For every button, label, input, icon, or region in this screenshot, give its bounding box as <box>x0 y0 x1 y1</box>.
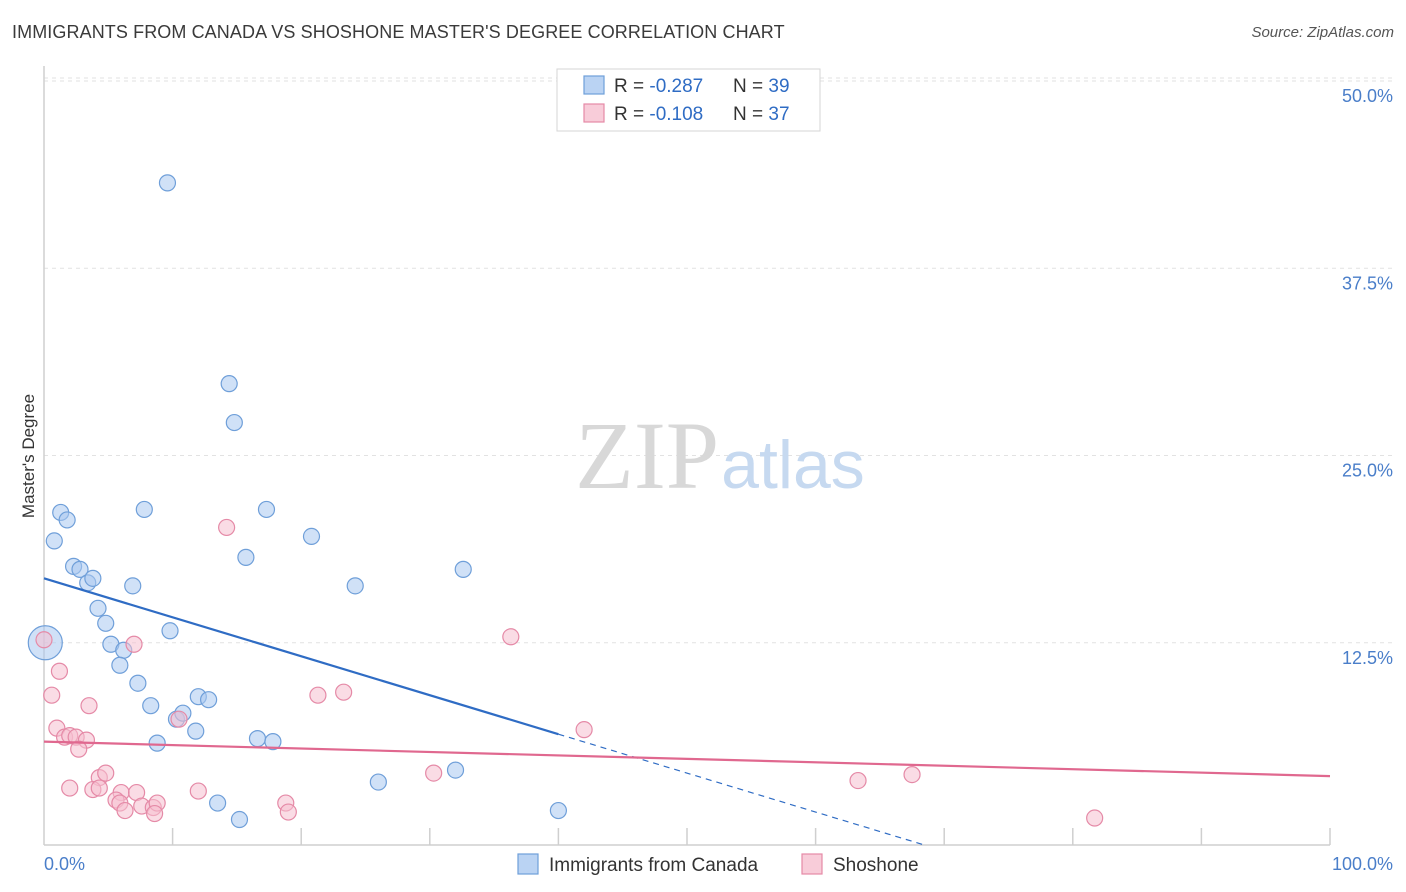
data-point <box>84 569 102 587</box>
data-point <box>230 810 249 829</box>
data-point <box>161 622 179 640</box>
data-point <box>148 734 166 752</box>
bottom-legend-label: Immigrants from Canada <box>549 855 759 876</box>
data-point <box>849 771 867 790</box>
data-point <box>1086 809 1104 827</box>
data-point <box>189 782 207 800</box>
data-point <box>257 500 276 519</box>
watermark-atlas: atlas <box>721 427 865 503</box>
legend-n: N = 37 <box>733 104 790 125</box>
y-tick-label: 50.0% <box>1342 86 1393 106</box>
data-point <box>309 686 327 704</box>
data-point <box>80 697 98 715</box>
chart-source: Source: ZipAtlas.com <box>1251 24 1394 41</box>
trend-line <box>43 740 1331 778</box>
data-point <box>170 710 188 728</box>
legend-swatch <box>583 75 605 95</box>
x-tick-label: 0.0% <box>44 854 85 874</box>
data-point <box>71 560 89 578</box>
data-point <box>125 635 143 653</box>
data-point <box>111 656 129 674</box>
data-point <box>97 614 115 632</box>
data-point <box>220 375 238 393</box>
watermark-zip: ZIPatlas <box>575 402 865 509</box>
x-tick-label: 100.0% <box>1332 854 1393 874</box>
data-point <box>225 413 243 432</box>
data-point <box>145 804 164 823</box>
data-point <box>549 801 568 820</box>
axes <box>43 66 1331 846</box>
y-tick-label: 12.5% <box>1342 648 1393 668</box>
legend-entry: R = -0.287 <box>614 76 703 97</box>
data-point <box>45 532 63 550</box>
bottom-legend-label: Shoshone <box>833 855 919 876</box>
bottom-legend-swatch <box>801 853 823 875</box>
data-point <box>335 683 353 701</box>
legend-n: N = 39 <box>733 76 790 97</box>
chart-title: IMMIGRANTS FROM CANADA VS SHOSHONE MASTE… <box>12 22 785 42</box>
legend-swatch <box>583 103 605 123</box>
data-point <box>124 577 142 595</box>
data-point <box>502 628 520 646</box>
trend-lines <box>43 577 1331 846</box>
data-point <box>187 722 205 740</box>
data-point <box>302 527 321 546</box>
data-point <box>116 801 134 820</box>
data-point <box>454 560 472 578</box>
data-point <box>903 765 921 784</box>
data-point <box>58 511 76 529</box>
data-point <box>425 764 443 782</box>
data-point <box>43 686 61 704</box>
data-point <box>129 674 147 692</box>
data-point <box>158 174 177 192</box>
data-point <box>89 599 107 617</box>
data-point <box>575 721 593 739</box>
data-point <box>70 740 88 758</box>
y-axis-label: Master's Degree <box>19 394 38 518</box>
data-point <box>200 691 218 709</box>
data-point <box>135 500 153 519</box>
legend-entry: R = -0.108 <box>614 104 703 125</box>
bottom-legend: Immigrants from Canada Shoshone <box>517 853 919 876</box>
data-point <box>142 697 160 715</box>
data-point <box>446 761 465 779</box>
y-tick-label: 37.5% <box>1342 273 1393 293</box>
data-point <box>248 730 267 748</box>
data-point <box>35 631 53 649</box>
data-point <box>50 662 69 680</box>
data-point <box>279 803 297 821</box>
data-point <box>346 577 364 595</box>
trend-line-extension <box>558 733 925 846</box>
data-point <box>237 548 255 566</box>
tick-labels: 12.5% 25.0% 37.5% 50.0% 0.0% 100.0% <box>44 86 1393 874</box>
data-point <box>97 764 115 782</box>
legend: R = -0.287 N = 39 R = -0.108 N = 37 <box>556 68 821 132</box>
y-tick-label: 25.0% <box>1342 461 1393 481</box>
data-point <box>369 773 387 791</box>
data-point <box>90 779 108 797</box>
data-point <box>218 518 236 537</box>
data-point <box>209 794 227 812</box>
data-points <box>27 174 1104 829</box>
trend-line <box>43 577 559 736</box>
data-point <box>264 733 282 751</box>
data-point <box>61 779 79 797</box>
bottom-legend-swatch <box>517 853 539 875</box>
